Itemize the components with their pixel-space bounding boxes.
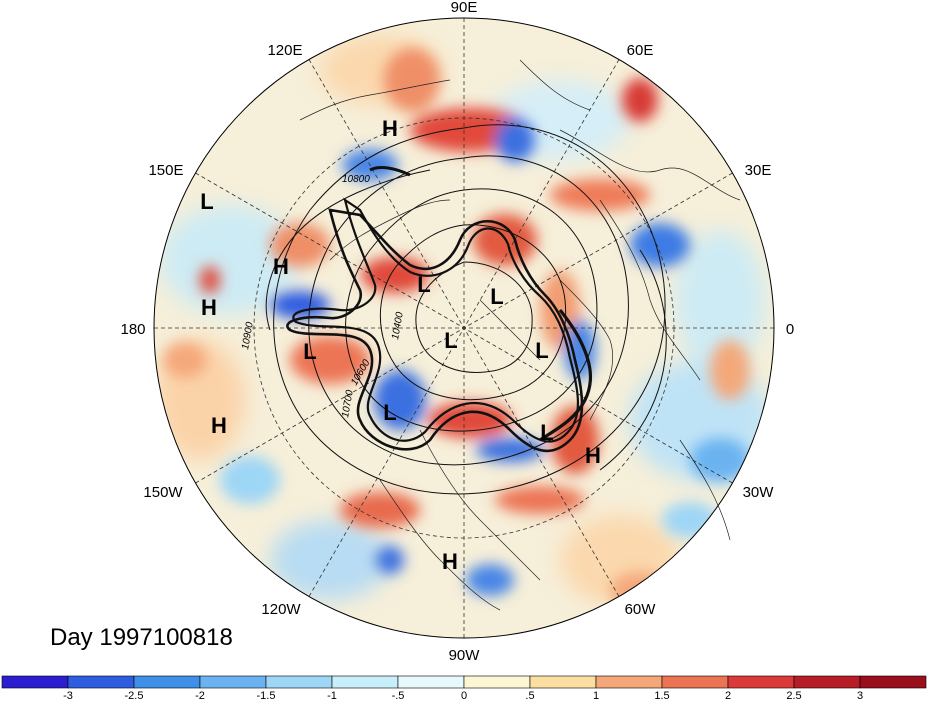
longitude-label: 60E [627,42,654,59]
colorbar-tick-label: 2.5 [786,690,801,702]
colorbar-swatch [727,675,795,689]
pressure-center-label: H [585,443,601,468]
coastlines [299,59,741,611]
longitude-label: 90E [451,0,478,16]
colorbar-swatch [331,675,399,689]
colorbar-swatch [133,675,201,689]
contour-label: 10800 [342,174,370,185]
colorbar-swatch [199,675,267,689]
colorbar-tick-label: -.5 [392,690,405,702]
pressure-center-label: H [273,254,289,279]
colorbar-swatch [463,675,531,689]
pressure-center-label: L [540,420,553,445]
pressure-center-label: H [201,295,217,320]
colorbar-tick-label: -2 [195,690,205,702]
pressure-center-label: H [442,549,458,574]
pressure-center-label: L [535,338,548,363]
colorbar: -3 -2.5 -2 -1.5 -1 -.5 0 .5 1 1.5 2 2.5 3 [1,675,927,702]
colorbar-swatch [595,675,663,689]
longitude-label: 180 [120,321,145,338]
graticule [154,18,774,638]
map-boundary [153,17,775,639]
colorbar-swatch [661,675,729,689]
colorbar-tick-label: 1 [593,690,599,702]
colorbar-tick-label: 0 [461,690,467,702]
colorbar-tick-label: 1.5 [654,690,669,702]
colorbar-tick-label: -1 [327,690,337,702]
contour-label: 10400 [390,311,406,341]
contour-label: 10900 [240,321,256,351]
contour-label: 10700 [340,389,356,419]
colorbar-swatch [793,675,861,689]
pressure-center-label: L [383,400,396,425]
colorbar-tick-label: -1.5 [257,690,276,702]
longitude-label: 120E [267,42,302,59]
pressure-center-label: L [490,284,503,309]
longitude-label: 150E [148,162,183,179]
colorbar-tick-label: -2.5 [125,690,144,702]
colorbar-swatch [1,675,69,689]
longitude-label: 90W [449,647,481,664]
longitude-label: 30W [743,484,775,501]
pressure-center-label: L [200,189,213,214]
pressure-center-label: L [303,339,316,364]
longitude-label: 60W [625,601,657,618]
colorbar-tick-label: 2 [725,690,731,702]
longitude-label: 150W [143,484,183,501]
longitude-label: 120W [261,601,301,618]
colorbar-swatch [265,675,333,689]
colorbar-tick-label: .5 [525,690,534,702]
pressure-centers: H L H H L L L L L H L L H H [200,116,601,574]
colorbar-swatch [397,675,465,689]
longitude-label: 30E [745,162,772,179]
pressure-center-label: L [417,272,430,297]
colorbar-tick-label: 3 [857,690,863,702]
longitude-labels: 90E 60E 30E 0 30W 60W 90W 120W 150W 180 … [120,0,794,664]
colorbar-swatch [67,675,135,689]
colorbar-swatch [859,675,927,689]
height-contours [265,124,667,495]
colorbar-swatch [529,675,597,689]
longitude-label: 0 [786,321,794,338]
pressure-center-label: H [211,413,227,438]
figure-title: Day 1997100818 [50,624,233,651]
pressure-center-label: H [382,116,398,141]
colorbar-tick-label: -3 [63,690,73,702]
pressure-center-label: L [444,328,457,353]
